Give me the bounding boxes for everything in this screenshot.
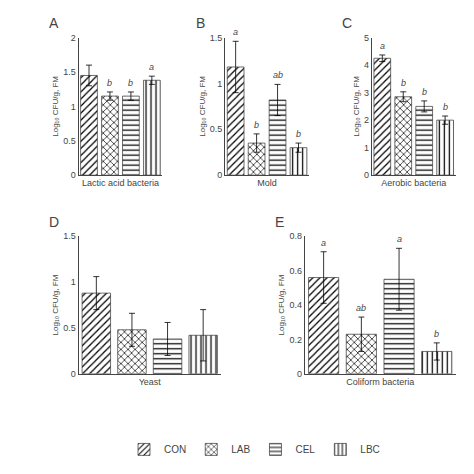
- svg-text:E: E: [275, 214, 284, 230]
- svg-text:LBC: LBC: [360, 444, 379, 455]
- svg-text:1.5: 1.5: [63, 231, 76, 241]
- svg-text:0: 0: [297, 369, 302, 379]
- svg-text:Coliform bacteria: Coliform bacteria: [346, 377, 414, 387]
- svg-text:B: B: [196, 15, 205, 31]
- svg-text:b: b: [443, 102, 448, 112]
- svg-text:0.8: 0.8: [289, 231, 302, 241]
- svg-text:0: 0: [217, 170, 222, 180]
- svg-text:0.2: 0.2: [289, 335, 302, 345]
- svg-text:1.5: 1.5: [63, 67, 76, 77]
- svg-text:0.5: 0.5: [210, 124, 223, 134]
- svg-text:b: b: [422, 87, 427, 97]
- svg-text:a: a: [321, 238, 326, 248]
- svg-text:CEL: CEL: [295, 444, 315, 455]
- svg-text:1: 1: [364, 143, 369, 153]
- svg-text:0.5: 0.5: [63, 136, 76, 146]
- svg-text:Mold: Mold: [257, 178, 277, 188]
- svg-text:CON: CON: [164, 444, 186, 455]
- svg-text:Log₁₀ CFU/g, FM: Log₁₀ CFU/g, FM: [51, 76, 60, 137]
- svg-text:a: a: [149, 62, 154, 72]
- svg-text:Log₁₀ CFU/g, FM: Log₁₀ CFU/g, FM: [198, 76, 207, 137]
- svg-text:2: 2: [71, 33, 76, 43]
- svg-text:3: 3: [364, 88, 369, 98]
- svg-text:b: b: [296, 129, 301, 139]
- svg-text:A: A: [49, 15, 59, 31]
- svg-text:0: 0: [364, 170, 369, 180]
- svg-text:ab: ab: [273, 70, 283, 80]
- svg-text:ab: ab: [356, 303, 366, 313]
- svg-text:4: 4: [364, 60, 369, 70]
- svg-text:b: b: [254, 120, 259, 130]
- svg-text:5: 5: [364, 33, 369, 43]
- svg-text:Lactic acid bacteria: Lactic acid bacteria: [82, 178, 159, 188]
- svg-text:Log₁₀ CFU/g, FM: Log₁₀ CFU/g, FM: [51, 274, 60, 335]
- svg-text:a: a: [233, 27, 238, 37]
- svg-text:0.5: 0.5: [63, 323, 76, 333]
- svg-text:Aerobic bacteria: Aerobic bacteria: [381, 178, 446, 188]
- svg-text:0.6: 0.6: [289, 266, 302, 276]
- svg-text:0: 0: [71, 369, 76, 379]
- svg-text:0: 0: [71, 170, 76, 180]
- svg-text:b: b: [107, 78, 112, 88]
- svg-text:1: 1: [71, 277, 76, 287]
- svg-text:LAB: LAB: [231, 444, 250, 455]
- svg-text:1.5: 1.5: [210, 33, 223, 43]
- svg-text:1: 1: [71, 102, 76, 112]
- svg-text:1: 1: [217, 79, 222, 89]
- svg-text:D: D: [49, 214, 59, 230]
- svg-text:2: 2: [364, 115, 369, 125]
- svg-text:0.4: 0.4: [289, 300, 302, 310]
- svg-text:b: b: [434, 329, 439, 339]
- svg-text:a: a: [397, 234, 402, 244]
- svg-text:Log₁₀ CFU/g, FM: Log₁₀ CFU/g, FM: [352, 76, 361, 137]
- svg-text:Yeast: Yeast: [139, 377, 162, 387]
- svg-text:b: b: [128, 78, 133, 88]
- svg-text:C: C: [342, 15, 352, 31]
- svg-text:a: a: [380, 41, 385, 51]
- svg-text:Log₁₀ CFU/g, FM: Log₁₀ CFU/g, FM: [277, 274, 286, 335]
- svg-text:b: b: [401, 78, 406, 88]
